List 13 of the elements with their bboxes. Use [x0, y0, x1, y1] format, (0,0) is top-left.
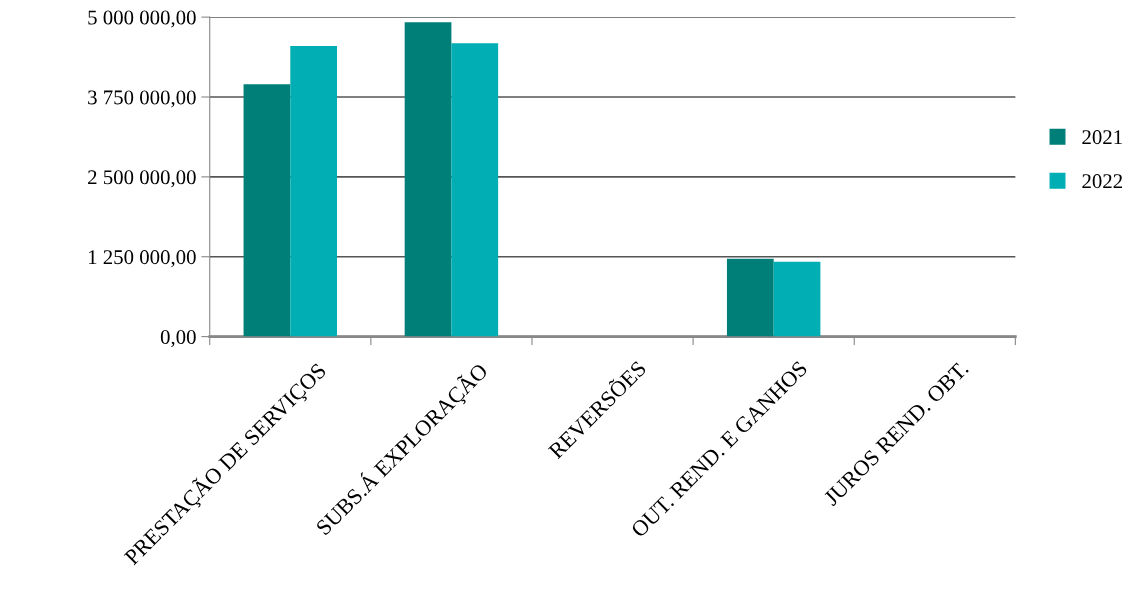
bar [451, 43, 499, 337]
legend-label: 2021 [1082, 130, 1122, 145]
y-tick-label: 2 500 000,00 [88, 170, 196, 188]
bar [243, 84, 291, 337]
legend-label: 2022 [1082, 174, 1122, 189]
y-tick-label: 3 750 000,00 [88, 90, 196, 108]
bar [773, 261, 821, 337]
y-tick-label: 5 000 000,00 [88, 10, 196, 28]
y-tick-label: 0,00 [160, 329, 196, 348]
bar [726, 258, 774, 337]
y-tick-label: 1 250 000,00 [88, 250, 196, 268]
bar [404, 22, 452, 337]
bar [290, 45, 338, 337]
